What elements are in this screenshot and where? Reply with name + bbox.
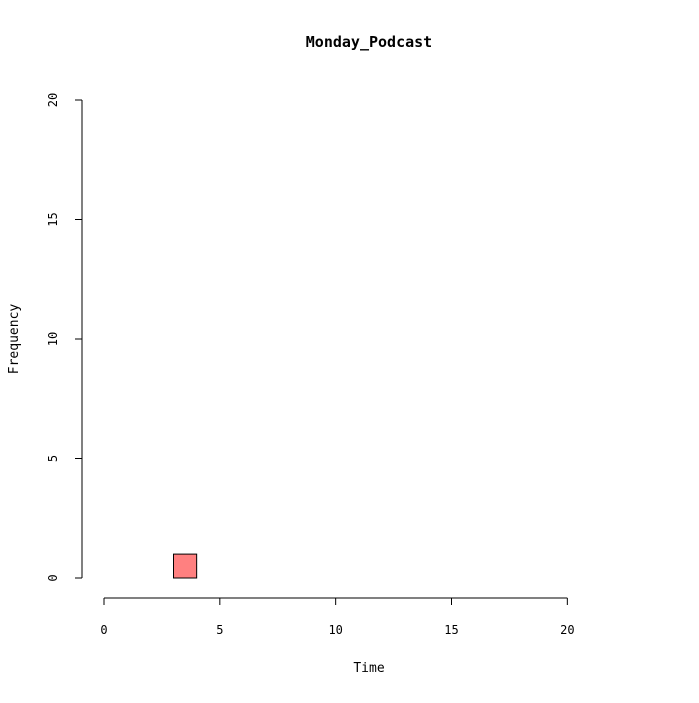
y-tick-label: 20 [46,93,60,107]
x-tick-label: 0 [100,623,107,637]
x-tick-label: 15 [444,623,458,637]
x-tick-label: 10 [328,623,342,637]
histogram-bar [173,553,198,579]
y-tick-label: 10 [46,332,60,346]
x-tick-label: 5 [216,623,223,637]
x-tick-label: 20 [560,623,574,637]
y-axis-label: Frequency [7,304,22,375]
chart-title: Monday_Podcast [306,33,432,51]
x-axis: 0 5 10 15 20 [100,597,575,637]
y-tick-label: 15 [46,212,60,226]
x-axis-label: Time [353,661,384,676]
bars-layer [173,553,198,579]
y-axis: 0 5 10 15 20 [46,93,83,582]
y-tick-label: 5 [46,455,60,462]
y-tick-label: 0 [46,574,60,581]
